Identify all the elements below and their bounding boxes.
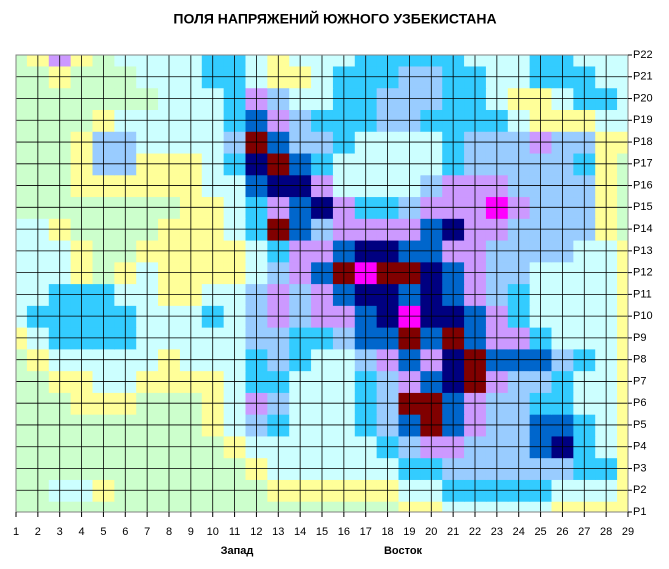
y-tick-label: P21 <box>633 71 653 83</box>
x-tick-label: 20 <box>425 526 437 538</box>
annotation: Восток <box>384 545 423 557</box>
x-tick-label: 16 <box>338 526 350 538</box>
annotation: Запад <box>221 545 254 557</box>
x-tick-label: 23 <box>491 526 503 538</box>
chart-title: ПОЛЯ НАПРЯЖЕНИЙ ЮЖНОГО УЗБЕКИСТАНА <box>173 10 496 27</box>
y-tick-label: P10 <box>633 310 653 322</box>
x-tick-label: 29 <box>622 526 634 538</box>
surface-cell <box>617 501 628 512</box>
y-tick-label: P22 <box>633 49 653 61</box>
y-tick-label: P20 <box>633 92 653 104</box>
x-tick-label: 14 <box>294 526 306 538</box>
x-tick-label: 6 <box>122 526 128 538</box>
x-tick-label: 10 <box>207 526 219 538</box>
y-tick-label: P12 <box>633 267 653 279</box>
y-tick-label: P5 <box>633 419 646 431</box>
y-tick-label: P17 <box>633 158 653 170</box>
x-tick-label: 3 <box>57 526 63 538</box>
y-tick-label: P2 <box>633 484 646 496</box>
y-tick-label: P18 <box>633 136 653 148</box>
x-tick-label: 8 <box>166 526 172 538</box>
y-tick-label: P16 <box>633 179 653 191</box>
x-tick-label: 15 <box>316 526 328 538</box>
x-tick-label: 26 <box>556 526 568 538</box>
x-tick-label: 2 <box>35 526 41 538</box>
y-tick-label: P11 <box>633 288 652 300</box>
x-tick-label: 27 <box>578 526 590 538</box>
y-tick-label: P4 <box>633 441 646 453</box>
x-tick-label: 24 <box>513 526 525 538</box>
x-tick-label: 28 <box>600 526 612 538</box>
y-tick-label: P8 <box>633 354 646 366</box>
x-tick-label: 7 <box>144 526 150 538</box>
x-tick-label: 4 <box>79 526 85 538</box>
surface-cell <box>617 55 628 67</box>
surface-cell <box>16 501 28 512</box>
y-tick-label: P1 <box>633 506 646 518</box>
surface-cell <box>16 55 28 67</box>
x-tick-label: 18 <box>381 526 393 538</box>
y-tick-label: P13 <box>633 245 653 257</box>
x-tick-label: 22 <box>469 526 481 538</box>
x-tick-label: 17 <box>360 526 372 538</box>
x-tick-label: 21 <box>447 526 459 538</box>
y-tick-label: P9 <box>633 332 646 344</box>
x-tick-label: 13 <box>272 526 284 538</box>
y-tick-label: P7 <box>633 375 646 387</box>
y-tick-label: P3 <box>633 462 646 474</box>
y-tick-label: P15 <box>633 201 653 213</box>
x-tick-label: 1 <box>13 526 19 538</box>
y-tick-label: P14 <box>633 223 653 235</box>
x-tick-label: 25 <box>534 526 546 538</box>
x-tick-label: 5 <box>100 526 106 538</box>
x-tick-label: 19 <box>403 526 415 538</box>
y-tick-label: P19 <box>633 114 653 126</box>
y-tick-label: P6 <box>633 397 646 409</box>
x-tick-label: 12 <box>250 526 262 538</box>
x-tick-label: 11 <box>229 526 240 538</box>
x-tick-label: 9 <box>188 526 194 538</box>
